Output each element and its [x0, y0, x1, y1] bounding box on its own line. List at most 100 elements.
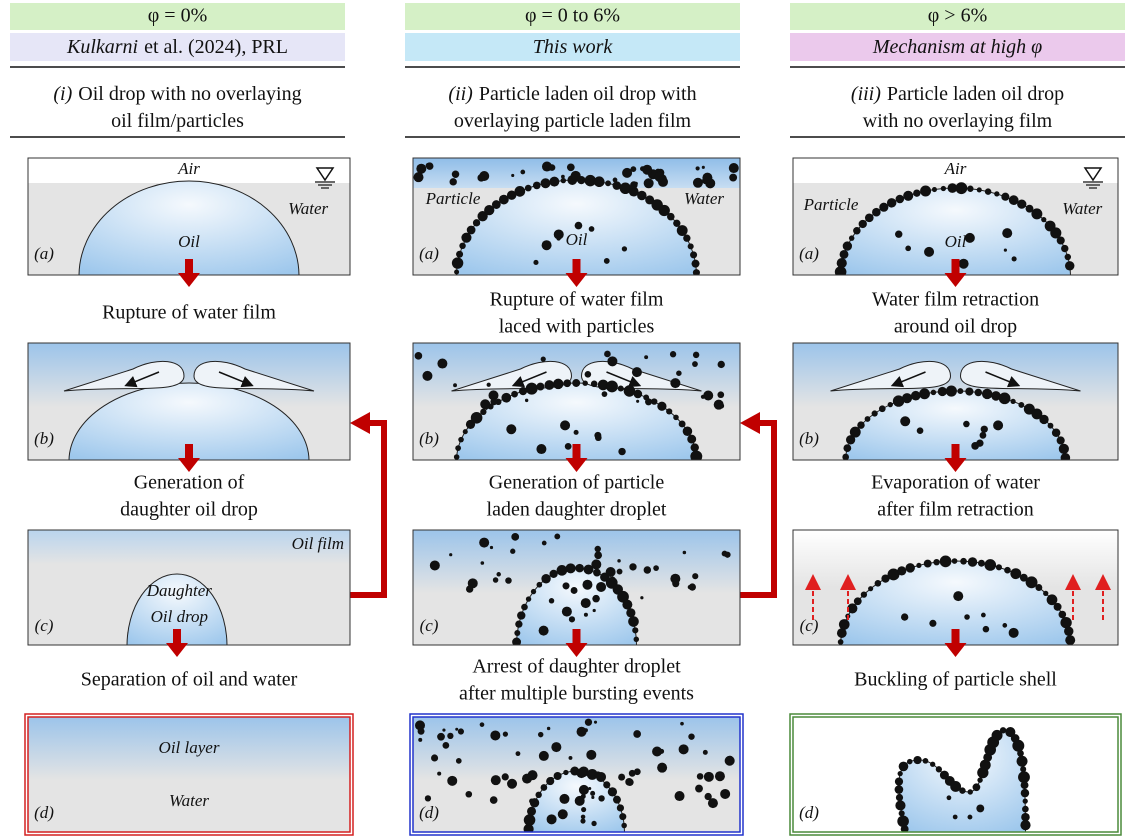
particle	[875, 580, 882, 587]
particle	[480, 722, 485, 727]
particle	[594, 721, 597, 724]
particle	[626, 608, 635, 617]
particle	[566, 563, 576, 573]
particle	[507, 779, 517, 789]
step-caption: around oil drop	[894, 316, 1017, 338]
particle	[524, 814, 536, 826]
particle	[592, 595, 600, 603]
particle	[865, 213, 874, 222]
particle	[473, 219, 480, 226]
particle	[521, 389, 525, 393]
particle	[980, 432, 987, 439]
step-caption: after film retraction	[877, 499, 1034, 521]
particle	[590, 791, 595, 796]
particle	[575, 796, 585, 806]
source-part: et al. (2024), PRL	[144, 36, 288, 58]
step-caption: Generation of	[134, 472, 245, 494]
particle	[645, 398, 652, 405]
particle	[511, 391, 518, 398]
particle	[659, 749, 664, 754]
particle	[963, 421, 970, 428]
particle	[690, 450, 702, 462]
particle	[542, 240, 552, 250]
particle	[626, 779, 633, 786]
step-caption: Buckling of particle shell	[854, 669, 1057, 691]
particle	[695, 785, 703, 793]
particle	[572, 379, 580, 387]
section-heading-text: Particle laden oil drop with	[479, 83, 697, 105]
flow-arrow-head	[566, 458, 588, 472]
particle	[547, 727, 550, 730]
particle	[596, 772, 606, 782]
particle	[604, 258, 610, 264]
particle	[898, 771, 903, 776]
particle	[496, 572, 500, 576]
particle	[558, 809, 568, 819]
particle	[576, 768, 586, 778]
particle	[994, 191, 999, 196]
particle	[1057, 436, 1065, 444]
particle	[1061, 245, 1068, 252]
particle	[840, 250, 849, 259]
particle	[437, 359, 447, 369]
particle	[1021, 781, 1029, 789]
panel: (c)	[413, 530, 740, 646]
particle	[953, 815, 958, 820]
particle	[606, 381, 618, 393]
particle	[521, 604, 528, 611]
particle	[414, 172, 424, 182]
particle	[591, 796, 594, 799]
particle	[1010, 568, 1021, 579]
particle	[447, 776, 457, 786]
particle	[549, 177, 559, 187]
panel-label: (c)	[420, 616, 439, 635]
particle	[955, 182, 967, 194]
particle	[897, 815, 909, 827]
particle	[541, 784, 548, 791]
particle	[588, 787, 591, 790]
particle	[952, 558, 958, 564]
section-heading: oil film/particles	[111, 110, 244, 132]
particle	[633, 730, 641, 738]
particle	[525, 399, 528, 402]
panel-label: Air	[944, 159, 967, 178]
particle	[636, 400, 639, 403]
particle	[1060, 617, 1071, 628]
particle	[452, 171, 459, 178]
particle	[480, 409, 486, 415]
panel-label: (d)	[799, 803, 819, 822]
particle	[604, 351, 611, 358]
particle	[895, 777, 903, 785]
particle	[575, 564, 584, 573]
particle	[905, 245, 911, 251]
particle	[455, 728, 458, 731]
particle	[471, 412, 483, 424]
particle	[560, 420, 570, 430]
particle	[596, 582, 606, 592]
flow-arrow	[952, 444, 960, 460]
particle	[960, 558, 967, 565]
particle	[843, 444, 851, 452]
flow-arrow	[185, 259, 193, 275]
particle	[872, 410, 878, 416]
particle	[1022, 806, 1029, 813]
particle	[565, 443, 572, 450]
particle	[670, 574, 680, 584]
particle	[1009, 628, 1019, 638]
particle	[1023, 798, 1028, 803]
flow-arrow	[185, 444, 193, 460]
particle	[959, 259, 969, 269]
particle	[442, 742, 449, 749]
panel-label: (b)	[419, 429, 439, 448]
particle	[458, 728, 464, 734]
particle	[619, 813, 626, 820]
section-heading: (iii)Particle laden oil drop	[851, 83, 1064, 105]
particle	[598, 795, 604, 801]
particle	[967, 186, 973, 192]
particle	[1065, 254, 1071, 260]
particle	[714, 400, 724, 410]
particle	[677, 225, 688, 236]
particle	[526, 383, 538, 395]
particle	[872, 208, 881, 217]
particle	[965, 387, 973, 395]
